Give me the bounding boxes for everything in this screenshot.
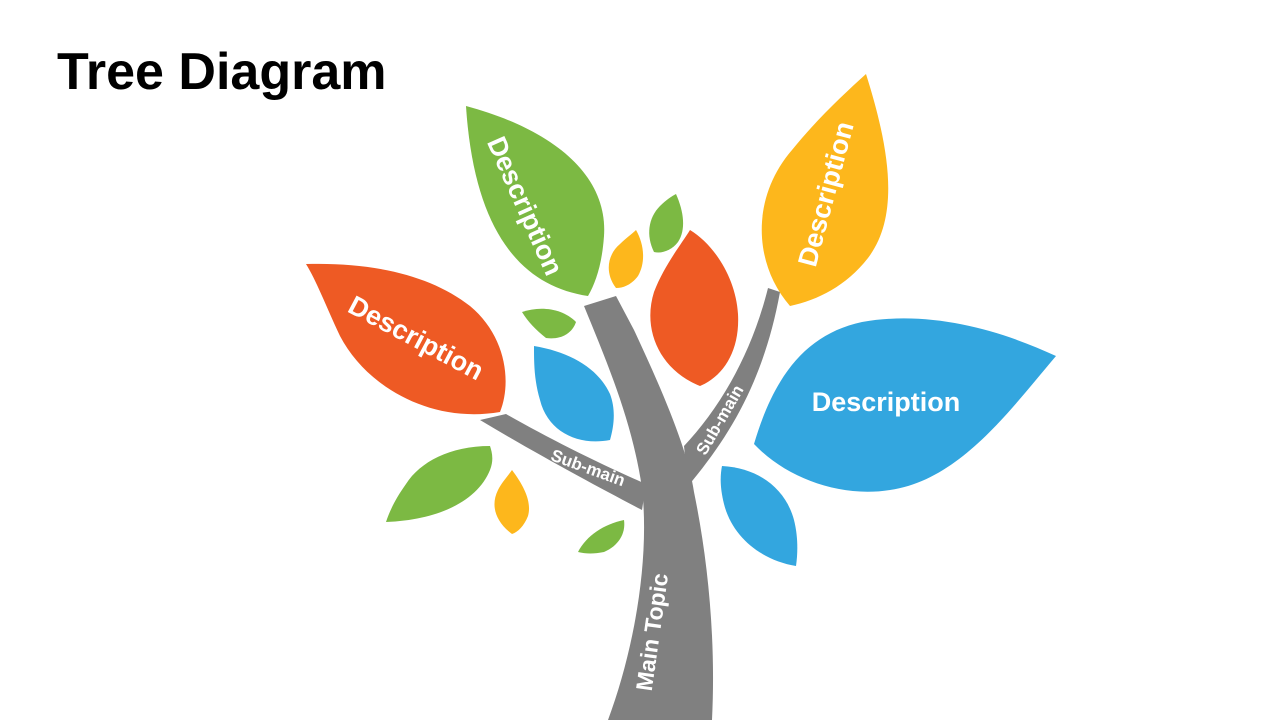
leaf-green-small-bottom bbox=[578, 520, 625, 554]
leaf-yellow-small-bottom bbox=[494, 470, 530, 534]
slide-title: Tree Diagram bbox=[57, 43, 387, 101]
leaf-orange-center bbox=[650, 230, 739, 386]
label-blue-right: Description bbox=[812, 387, 961, 417]
tree-structure bbox=[480, 288, 780, 720]
leaf-blue-left-mid bbox=[534, 346, 614, 442]
leaf-yellow-top bbox=[761, 74, 889, 306]
leaf-green-small-top bbox=[649, 194, 684, 253]
leaf-yellow-small-top bbox=[608, 230, 644, 288]
leaf-green-top bbox=[466, 106, 605, 296]
label-sub-main-right: Sub-main bbox=[692, 382, 747, 459]
leaf-green-left-bottom bbox=[386, 446, 493, 522]
leaf-blue-right bbox=[754, 318, 1056, 492]
leaf-green-small-mid bbox=[522, 308, 576, 339]
leaf-blue-bottom-right bbox=[720, 466, 798, 566]
branch-left bbox=[480, 414, 646, 510]
branch-right bbox=[684, 288, 780, 486]
label-sub-main-left: Sub-main bbox=[548, 446, 627, 490]
leaf-orange-left bbox=[306, 263, 506, 415]
trunk bbox=[584, 296, 714, 720]
